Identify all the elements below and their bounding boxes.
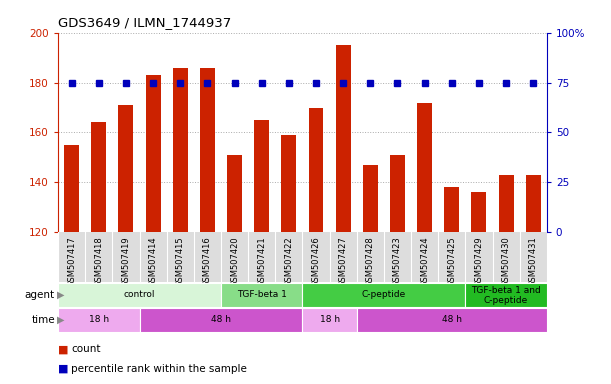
Text: 48 h: 48 h — [211, 315, 231, 324]
Bar — [357, 308, 547, 332]
Bar — [472, 192, 486, 232]
Bar — [91, 122, 106, 232]
Bar — [119, 105, 133, 232]
Bar — [227, 155, 242, 232]
Bar — [444, 187, 459, 232]
Text: GSM507415: GSM507415 — [176, 236, 185, 287]
Bar — [58, 283, 221, 307]
Bar — [526, 175, 541, 232]
Bar — [282, 135, 296, 232]
Bar — [221, 283, 302, 307]
Text: time: time — [31, 314, 55, 325]
Bar — [254, 120, 269, 232]
Text: GSM507422: GSM507422 — [284, 236, 293, 287]
Text: GSM507417: GSM507417 — [67, 236, 76, 287]
Text: GSM507431: GSM507431 — [529, 236, 538, 287]
Text: GSM507426: GSM507426 — [312, 236, 321, 287]
Text: GSM507430: GSM507430 — [502, 236, 511, 287]
Text: ■: ■ — [58, 364, 68, 374]
Text: GSM507420: GSM507420 — [230, 236, 239, 287]
Text: 18 h: 18 h — [89, 315, 109, 324]
Text: GSM507429: GSM507429 — [475, 236, 483, 287]
Bar — [417, 103, 432, 232]
Text: GSM507418: GSM507418 — [94, 236, 103, 287]
Text: TGF-beta 1 and: TGF-beta 1 and — [471, 286, 541, 295]
Text: GSM507419: GSM507419 — [122, 236, 130, 287]
Text: C-peptide: C-peptide — [362, 290, 406, 299]
Text: GSM507427: GSM507427 — [338, 236, 348, 287]
Bar — [58, 308, 139, 332]
Text: GDS3649 / ILMN_1744937: GDS3649 / ILMN_1744937 — [58, 16, 232, 29]
Text: GSM507428: GSM507428 — [366, 236, 375, 287]
Bar — [145, 75, 161, 232]
Text: GSM507423: GSM507423 — [393, 236, 402, 287]
Bar — [390, 155, 405, 232]
Bar — [302, 283, 466, 307]
Bar — [302, 308, 357, 332]
Text: C-peptide: C-peptide — [484, 296, 529, 305]
Text: GSM507424: GSM507424 — [420, 236, 429, 287]
Bar — [64, 145, 79, 232]
Text: ■: ■ — [58, 344, 68, 354]
Text: GSM507416: GSM507416 — [203, 236, 212, 287]
Text: 48 h: 48 h — [442, 315, 462, 324]
Bar — [466, 283, 547, 307]
Text: TGF-beta 1: TGF-beta 1 — [237, 290, 287, 299]
Text: ▶: ▶ — [57, 290, 65, 300]
Text: percentile rank within the sample: percentile rank within the sample — [71, 364, 247, 374]
Bar — [499, 175, 514, 232]
Bar — [139, 308, 302, 332]
Bar — [173, 68, 188, 232]
Bar — [200, 68, 215, 232]
Text: ▶: ▶ — [57, 314, 65, 325]
Bar — [309, 108, 323, 232]
Text: agent: agent — [25, 290, 55, 300]
Text: GSM507425: GSM507425 — [447, 236, 456, 287]
Text: control: control — [124, 290, 155, 299]
Text: GSM507414: GSM507414 — [148, 236, 158, 287]
Text: count: count — [71, 344, 101, 354]
Bar — [363, 165, 378, 232]
Text: 18 h: 18 h — [320, 315, 340, 324]
Bar — [335, 45, 351, 232]
Text: GSM507421: GSM507421 — [257, 236, 266, 287]
